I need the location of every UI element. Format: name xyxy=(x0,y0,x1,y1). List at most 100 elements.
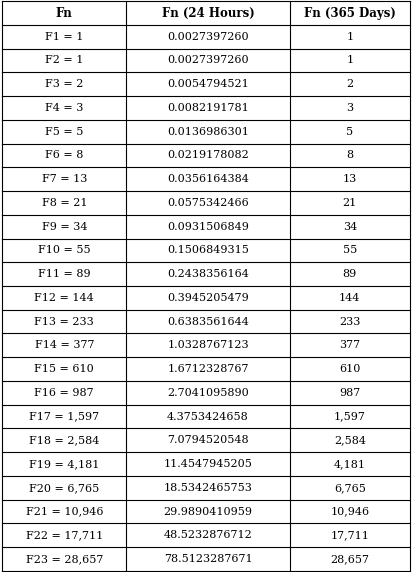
Text: 0.0219178082: 0.0219178082 xyxy=(167,150,249,160)
Text: F8 = 21: F8 = 21 xyxy=(42,198,87,208)
Bar xyxy=(290,144,410,167)
Text: 28,657: 28,657 xyxy=(330,554,369,564)
Bar xyxy=(126,262,290,286)
Text: 0.0082191781: 0.0082191781 xyxy=(167,103,249,113)
Bar xyxy=(290,381,410,405)
Text: 7.0794520548: 7.0794520548 xyxy=(167,435,249,445)
Bar xyxy=(2,547,126,571)
Text: 6,765: 6,765 xyxy=(334,483,366,492)
Text: 0.0027397260: 0.0027397260 xyxy=(167,32,249,42)
Bar xyxy=(290,25,410,49)
Bar xyxy=(290,49,410,72)
Text: 1,597: 1,597 xyxy=(334,412,366,422)
Bar xyxy=(290,215,410,239)
Bar xyxy=(2,310,126,333)
Bar xyxy=(2,120,126,144)
Text: F13 = 233: F13 = 233 xyxy=(34,317,94,327)
Bar xyxy=(126,405,290,428)
Bar xyxy=(126,547,290,571)
Text: 17,711: 17,711 xyxy=(330,530,369,540)
Text: Fn (365 Days): Fn (365 Days) xyxy=(304,6,396,19)
Text: F3 = 2: F3 = 2 xyxy=(45,80,84,89)
Text: 144: 144 xyxy=(339,293,360,303)
Bar xyxy=(2,286,126,310)
Text: F22 = 17,711: F22 = 17,711 xyxy=(26,530,103,540)
Text: 987: 987 xyxy=(339,388,360,398)
Bar xyxy=(2,25,126,49)
Text: 610: 610 xyxy=(339,364,360,374)
Bar xyxy=(290,333,410,357)
Text: 233: 233 xyxy=(339,317,360,327)
Text: F17 = 1,597: F17 = 1,597 xyxy=(29,412,99,422)
Bar xyxy=(126,168,290,191)
Text: 89: 89 xyxy=(343,269,357,279)
Bar xyxy=(290,428,410,452)
Text: 2: 2 xyxy=(346,80,353,89)
Bar xyxy=(126,215,290,239)
Text: F19 = 4,181: F19 = 4,181 xyxy=(29,459,99,469)
Bar xyxy=(2,500,126,523)
Bar xyxy=(126,72,290,96)
Text: 377: 377 xyxy=(339,340,360,350)
Text: F15 = 610: F15 = 610 xyxy=(34,364,94,374)
Text: F16 = 987: F16 = 987 xyxy=(35,388,94,398)
Text: 5: 5 xyxy=(346,127,353,137)
Bar xyxy=(290,191,410,214)
Text: 0.6383561644: 0.6383561644 xyxy=(167,317,249,327)
Bar xyxy=(290,310,410,333)
Bar xyxy=(126,286,290,310)
Text: 0.2438356164: 0.2438356164 xyxy=(167,269,249,279)
Text: 2.7041095890: 2.7041095890 xyxy=(167,388,249,398)
Text: Fn (24 Hours): Fn (24 Hours) xyxy=(162,6,255,19)
Bar xyxy=(290,547,410,571)
Text: 4,181: 4,181 xyxy=(334,459,366,469)
Bar xyxy=(126,120,290,144)
Text: F6 = 8: F6 = 8 xyxy=(45,150,84,160)
Text: F11 = 89: F11 = 89 xyxy=(38,269,91,279)
Text: 3: 3 xyxy=(346,103,353,113)
Text: 13: 13 xyxy=(343,174,357,184)
Text: F9 = 34: F9 = 34 xyxy=(42,222,87,232)
Bar xyxy=(290,476,410,500)
Bar xyxy=(2,72,126,96)
Bar xyxy=(2,168,126,191)
Bar xyxy=(290,1,410,25)
Text: 1.6712328767: 1.6712328767 xyxy=(167,364,249,374)
Bar xyxy=(290,523,410,547)
Text: 18.5342465753: 18.5342465753 xyxy=(164,483,253,492)
Bar xyxy=(290,286,410,310)
Bar xyxy=(126,333,290,357)
Bar xyxy=(290,262,410,286)
Text: F18 = 2,584: F18 = 2,584 xyxy=(29,435,99,445)
Text: F4 = 3: F4 = 3 xyxy=(45,103,84,113)
Text: F2 = 1: F2 = 1 xyxy=(45,55,84,65)
Text: F23 = 28,657: F23 = 28,657 xyxy=(26,554,103,564)
Bar xyxy=(126,310,290,333)
Text: F1 = 1: F1 = 1 xyxy=(45,32,84,42)
Text: F20 = 6,765: F20 = 6,765 xyxy=(29,483,99,492)
Bar xyxy=(126,523,290,547)
Bar xyxy=(2,239,126,262)
Text: F7 = 13: F7 = 13 xyxy=(42,174,87,184)
Bar xyxy=(126,49,290,72)
Bar xyxy=(290,452,410,476)
Bar xyxy=(126,452,290,476)
Bar xyxy=(126,191,290,214)
Text: 48.5232876712: 48.5232876712 xyxy=(164,530,253,540)
Bar xyxy=(2,476,126,500)
Bar xyxy=(2,96,126,120)
Text: 1: 1 xyxy=(346,55,353,65)
Bar xyxy=(126,239,290,262)
Bar xyxy=(126,428,290,452)
Text: 8: 8 xyxy=(346,150,353,160)
Bar xyxy=(2,144,126,167)
Text: 55: 55 xyxy=(343,245,357,255)
Bar xyxy=(290,120,410,144)
Text: 4.3753424658: 4.3753424658 xyxy=(167,412,249,422)
Bar xyxy=(126,381,290,405)
Text: F21 = 10,946: F21 = 10,946 xyxy=(26,507,103,517)
Bar xyxy=(126,500,290,523)
Bar xyxy=(290,357,410,381)
Text: 2,584: 2,584 xyxy=(334,435,366,445)
Bar xyxy=(2,1,126,25)
